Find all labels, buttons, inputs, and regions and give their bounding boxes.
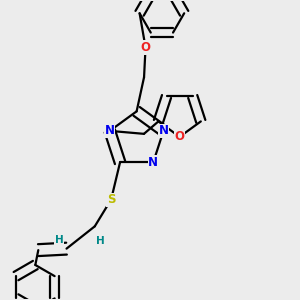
Text: S: S (107, 193, 116, 206)
Text: O: O (175, 130, 184, 143)
Text: O: O (140, 41, 151, 54)
Text: N: N (148, 156, 158, 169)
Text: N: N (158, 124, 169, 137)
Text: N: N (105, 124, 115, 137)
Text: H: H (96, 236, 105, 246)
Text: H: H (55, 235, 64, 245)
